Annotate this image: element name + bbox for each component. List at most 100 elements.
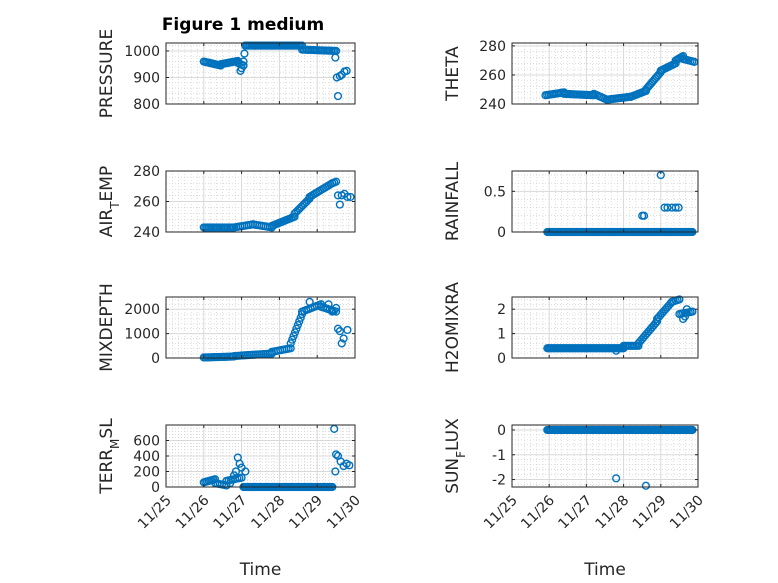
y-axis-label-main: MIXDEPTH [97, 283, 117, 372]
y-axis-label-subscript: T [108, 201, 122, 210]
subplot-sun-lux: -2 -1 0 SUNFLUX 11/2511/2611/2711/2811/2911/… [443, 418, 707, 580]
data-point [237, 473, 246, 482]
data-point [612, 474, 621, 483]
y-tick-label: 600 [133, 434, 160, 450]
subplot-h2omixra: 0 1 2 H2OMIXRA [443, 282, 699, 373]
y-tick-label: 1000 [124, 44, 160, 60]
x-tick-label: 11/29 [630, 493, 670, 533]
data-point [288, 335, 297, 344]
data-point [346, 192, 355, 202]
x-tick-label: 11/28 [248, 493, 288, 533]
data-point [211, 475, 220, 484]
y-axis-label-tail: EMP [97, 166, 117, 202]
y-tick-label: 260 [479, 68, 506, 84]
y-tick-label: 1000 [124, 327, 160, 343]
x-tick-label: 11/29 [286, 493, 326, 533]
x-tick-label: 11/30 [667, 493, 707, 533]
y-tick-label: 800 [133, 97, 160, 113]
data-point [235, 459, 244, 468]
data-point [337, 339, 346, 348]
data-point [331, 467, 340, 476]
x-tick-label: 11/25 [135, 493, 175, 533]
y-axis-label: SUNFLUX [443, 418, 468, 494]
y-axis-label: MIXDEPTH [97, 283, 117, 372]
data-point [316, 300, 326, 309]
y-tick-label: -1 [492, 448, 506, 464]
y-axis-label-main: PRESSURE [97, 29, 117, 118]
x-tick-label: 11/28 [593, 493, 633, 533]
y-tick-label: 0 [497, 351, 506, 367]
axes-box [511, 42, 699, 105]
data-point [241, 467, 250, 476]
data-point [345, 461, 354, 470]
data-point [286, 344, 295, 353]
x-tick-label: 11/26 [173, 492, 213, 532]
x-axis-label: Time [583, 560, 626, 580]
y-tick-label: 0 [497, 225, 506, 241]
y-tick-label: 2 [497, 302, 506, 318]
y-tick-label: 240 [133, 225, 160, 241]
x-tick-label: 11/26 [518, 492, 558, 532]
y-tick-label: -2 [492, 473, 506, 489]
data-point [290, 328, 300, 337]
y-axis-label-tail: SL [97, 418, 117, 439]
data-point [328, 307, 337, 316]
y-tick-label: 200 [133, 465, 160, 481]
figure-title: Figure 1 medium [162, 15, 324, 35]
data-point [680, 312, 690, 321]
data-point [612, 346, 621, 355]
y-tick-label: 0 [151, 351, 160, 367]
y-axis-label-main: SUN [443, 458, 463, 494]
subplot-pressure: 800 900 1000 PRESSURE [97, 29, 356, 118]
axes-box [165, 296, 356, 359]
data-point [332, 307, 341, 316]
data-point [231, 467, 241, 476]
data-point [290, 212, 299, 221]
data-point [240, 49, 249, 58]
subplot-mixdepth: 0 1000 2000 MIXDEPTH [97, 283, 356, 372]
y-tick-label: 400 [133, 449, 160, 465]
axes-box [511, 170, 699, 233]
y-tick-label: 0.5 [484, 184, 506, 200]
y-axis-label-main: AIR [97, 209, 117, 238]
data-point [682, 305, 691, 314]
data-point [332, 177, 341, 186]
y-tick-label: 260 [133, 195, 160, 211]
data-point [229, 471, 239, 480]
y-axis-label-subscript: M [108, 439, 122, 449]
data-point [237, 64, 246, 73]
data-point [634, 341, 643, 350]
data-point [324, 300, 333, 309]
x-axis-label: Time [239, 560, 282, 580]
data-point [332, 450, 341, 459]
y-tick-label: 280 [479, 39, 506, 55]
y-axis-label: PRESSURE [97, 29, 117, 118]
data-point [663, 203, 672, 212]
y-axis-label-subscript: F [454, 451, 468, 458]
data-point [331, 53, 340, 62]
y-tick-label: 0 [497, 423, 506, 439]
y-axis-label-tail: LUX [443, 418, 463, 451]
data-point [652, 317, 662, 326]
y-tick-label: 240 [479, 97, 506, 113]
x-tick-label: 11/27 [555, 493, 595, 533]
y-axis-label: THETA [443, 46, 463, 102]
y-tick-label: 2000 [124, 302, 160, 318]
data-point [675, 295, 684, 304]
x-tick-label: 11/27 [211, 493, 251, 533]
y-tick-label: 1 [497, 327, 506, 343]
y-axis-label-main: H2OMIXRA [443, 282, 463, 373]
y-axis-label: H2OMIXRA [443, 282, 463, 373]
y-axis-label: RAINFALL [443, 161, 463, 241]
y-axis-label: TERRMSL [97, 418, 122, 495]
x-tick-label: 11/25 [481, 493, 521, 533]
data-point [342, 66, 351, 75]
subplot-rainfall: 0 0.5 RAINFALL [443, 161, 699, 241]
data-point [343, 192, 352, 202]
data-point [339, 334, 348, 343]
axes-box [511, 296, 699, 359]
y-axis-label: AIRTEMP [97, 166, 122, 237]
y-axis-label-main: RAINFALL [443, 161, 463, 241]
data-point [293, 320, 302, 330]
